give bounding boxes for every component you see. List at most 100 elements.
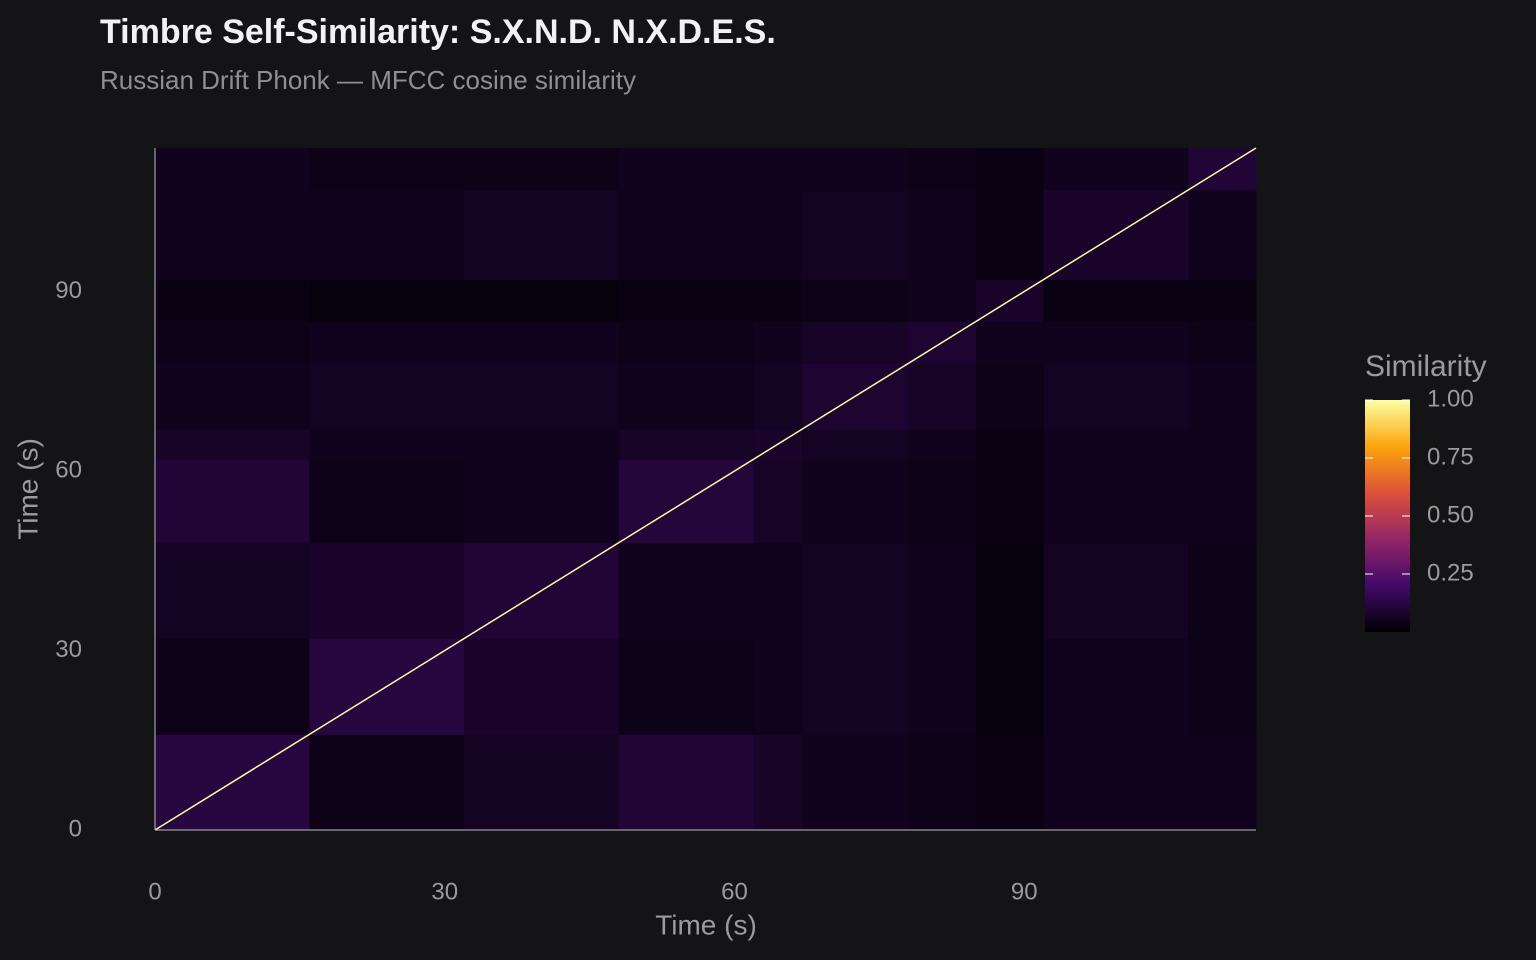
heatmap-cell <box>1043 542 1189 640</box>
legend-title: Similarity <box>1365 350 1487 383</box>
colorbar-label: 0.50 <box>1427 501 1474 528</box>
heatmap-cell <box>1043 638 1189 735</box>
heatmap-cell <box>464 429 620 460</box>
diagonal <box>154 147 1257 831</box>
heatmap-cell <box>753 734 803 831</box>
y-tick-label: 30 <box>55 636 82 663</box>
heatmap-cell <box>309 542 465 640</box>
heatmap-cell <box>464 321 620 364</box>
heatmap-cell <box>309 363 465 430</box>
y-axis-label: Time (s) <box>12 438 43 540</box>
heatmap-cell <box>618 148 755 191</box>
heatmap-cell <box>908 542 977 640</box>
heatmap-cell <box>802 321 909 364</box>
x-tick-label: 90 <box>1011 878 1038 905</box>
heatmap-cell <box>975 189 1045 281</box>
heatmap-cell <box>618 542 755 640</box>
heatmap-cell <box>753 279 803 322</box>
heatmap-cell <box>464 279 620 322</box>
heatmap-cell <box>618 734 755 831</box>
heatmap-cell <box>309 429 465 460</box>
x-tick-label: 0 <box>148 878 161 905</box>
colorbar-label: 1.00 <box>1427 385 1474 412</box>
heatmap-cell <box>1043 148 1189 191</box>
heatmap-cell <box>1188 734 1257 831</box>
heatmap-cell <box>908 734 977 831</box>
heatmap-cell <box>1188 363 1257 430</box>
chart-title: Timbre Self-Similarity: S.X.N.D. N.X.D.E… <box>100 13 776 51</box>
heatmap-cell <box>155 279 311 322</box>
heatmap-cell <box>1043 321 1189 364</box>
heatmap-cell <box>1188 542 1257 640</box>
heatmap-cell <box>975 429 1045 460</box>
heatmap-cell <box>618 638 755 735</box>
heatmap-cell <box>618 429 755 460</box>
heatmap-cell <box>309 459 465 544</box>
heatmap-cell <box>464 459 620 544</box>
heatmap <box>155 148 1257 831</box>
heatmap-cell <box>155 542 311 640</box>
heatmap-cell <box>1188 459 1257 544</box>
chart-subtitle: Russian Drift Phonk — MFCC cosine simila… <box>100 65 636 95</box>
heatmap-cell <box>753 363 803 430</box>
colorbar-label: 0.75 <box>1427 443 1474 470</box>
x-tick-label: 30 <box>431 878 458 905</box>
heatmap-cell <box>1188 279 1257 322</box>
heatmap-cell <box>309 279 465 322</box>
heatmap-cell <box>975 363 1045 430</box>
heatmap-cell <box>975 542 1045 640</box>
heatmap-cell <box>1188 429 1257 460</box>
heatmap-cell <box>802 429 909 460</box>
heatmap-cell <box>618 321 755 364</box>
heatmap-cell <box>1043 459 1189 544</box>
heatmap-cell <box>753 459 803 544</box>
heatmap-cell <box>975 459 1045 544</box>
heatmap-cell <box>753 148 803 191</box>
heatmap-cell <box>618 363 755 430</box>
heatmap-cell <box>464 363 620 430</box>
heatmap-cell <box>908 189 977 281</box>
heatmap-cell <box>309 321 465 364</box>
heatmap-cell <box>155 429 311 460</box>
heatmap-cell <box>802 459 909 544</box>
heatmap-cell <box>1043 279 1189 322</box>
y-tick-label: 60 <box>55 456 82 483</box>
heatmap-cell <box>155 321 311 364</box>
heatmap-cell <box>464 734 620 831</box>
heatmap-cell <box>975 148 1045 191</box>
heatmap-cell <box>155 148 311 191</box>
heatmap-cell <box>753 542 803 640</box>
heatmap-cell <box>464 189 620 281</box>
heatmap-cell <box>908 148 977 191</box>
heatmap-cell <box>802 542 909 640</box>
heatmap-cell <box>908 459 977 544</box>
heatmap-cell <box>309 189 465 281</box>
heatmap-cell <box>1188 189 1257 281</box>
heatmap-cell <box>155 459 311 544</box>
x-axis-label: Time (s) <box>655 909 757 940</box>
heatmap-cell <box>975 321 1045 364</box>
heatmap-cell <box>1043 429 1189 460</box>
y-tick-label: 90 <box>55 277 82 304</box>
heatmap-cell <box>1043 363 1189 430</box>
heatmap-cell <box>975 638 1045 735</box>
x-tick-label: 60 <box>721 878 748 905</box>
heatmap-cell <box>155 363 311 430</box>
heatmap-cell <box>155 638 311 735</box>
heatmap-cell <box>753 321 803 364</box>
heatmap-cell <box>802 189 909 281</box>
heatmap-cell <box>618 189 755 281</box>
heatmap-cell <box>908 638 977 735</box>
heatmap-cell <box>802 638 909 735</box>
heatmap-cell <box>618 279 755 322</box>
heatmap-cell <box>464 638 620 735</box>
heatmap-cell <box>802 148 909 191</box>
heatmap-cell <box>1043 734 1189 831</box>
heatmap-cell <box>1188 638 1257 735</box>
heatmap-cell <box>309 148 465 191</box>
heatmap-cell <box>464 148 620 191</box>
heatmap-cell <box>802 734 909 831</box>
heatmap-cell <box>155 189 311 281</box>
heatmap-cell <box>975 734 1045 831</box>
heatmap-cell <box>1188 321 1257 364</box>
